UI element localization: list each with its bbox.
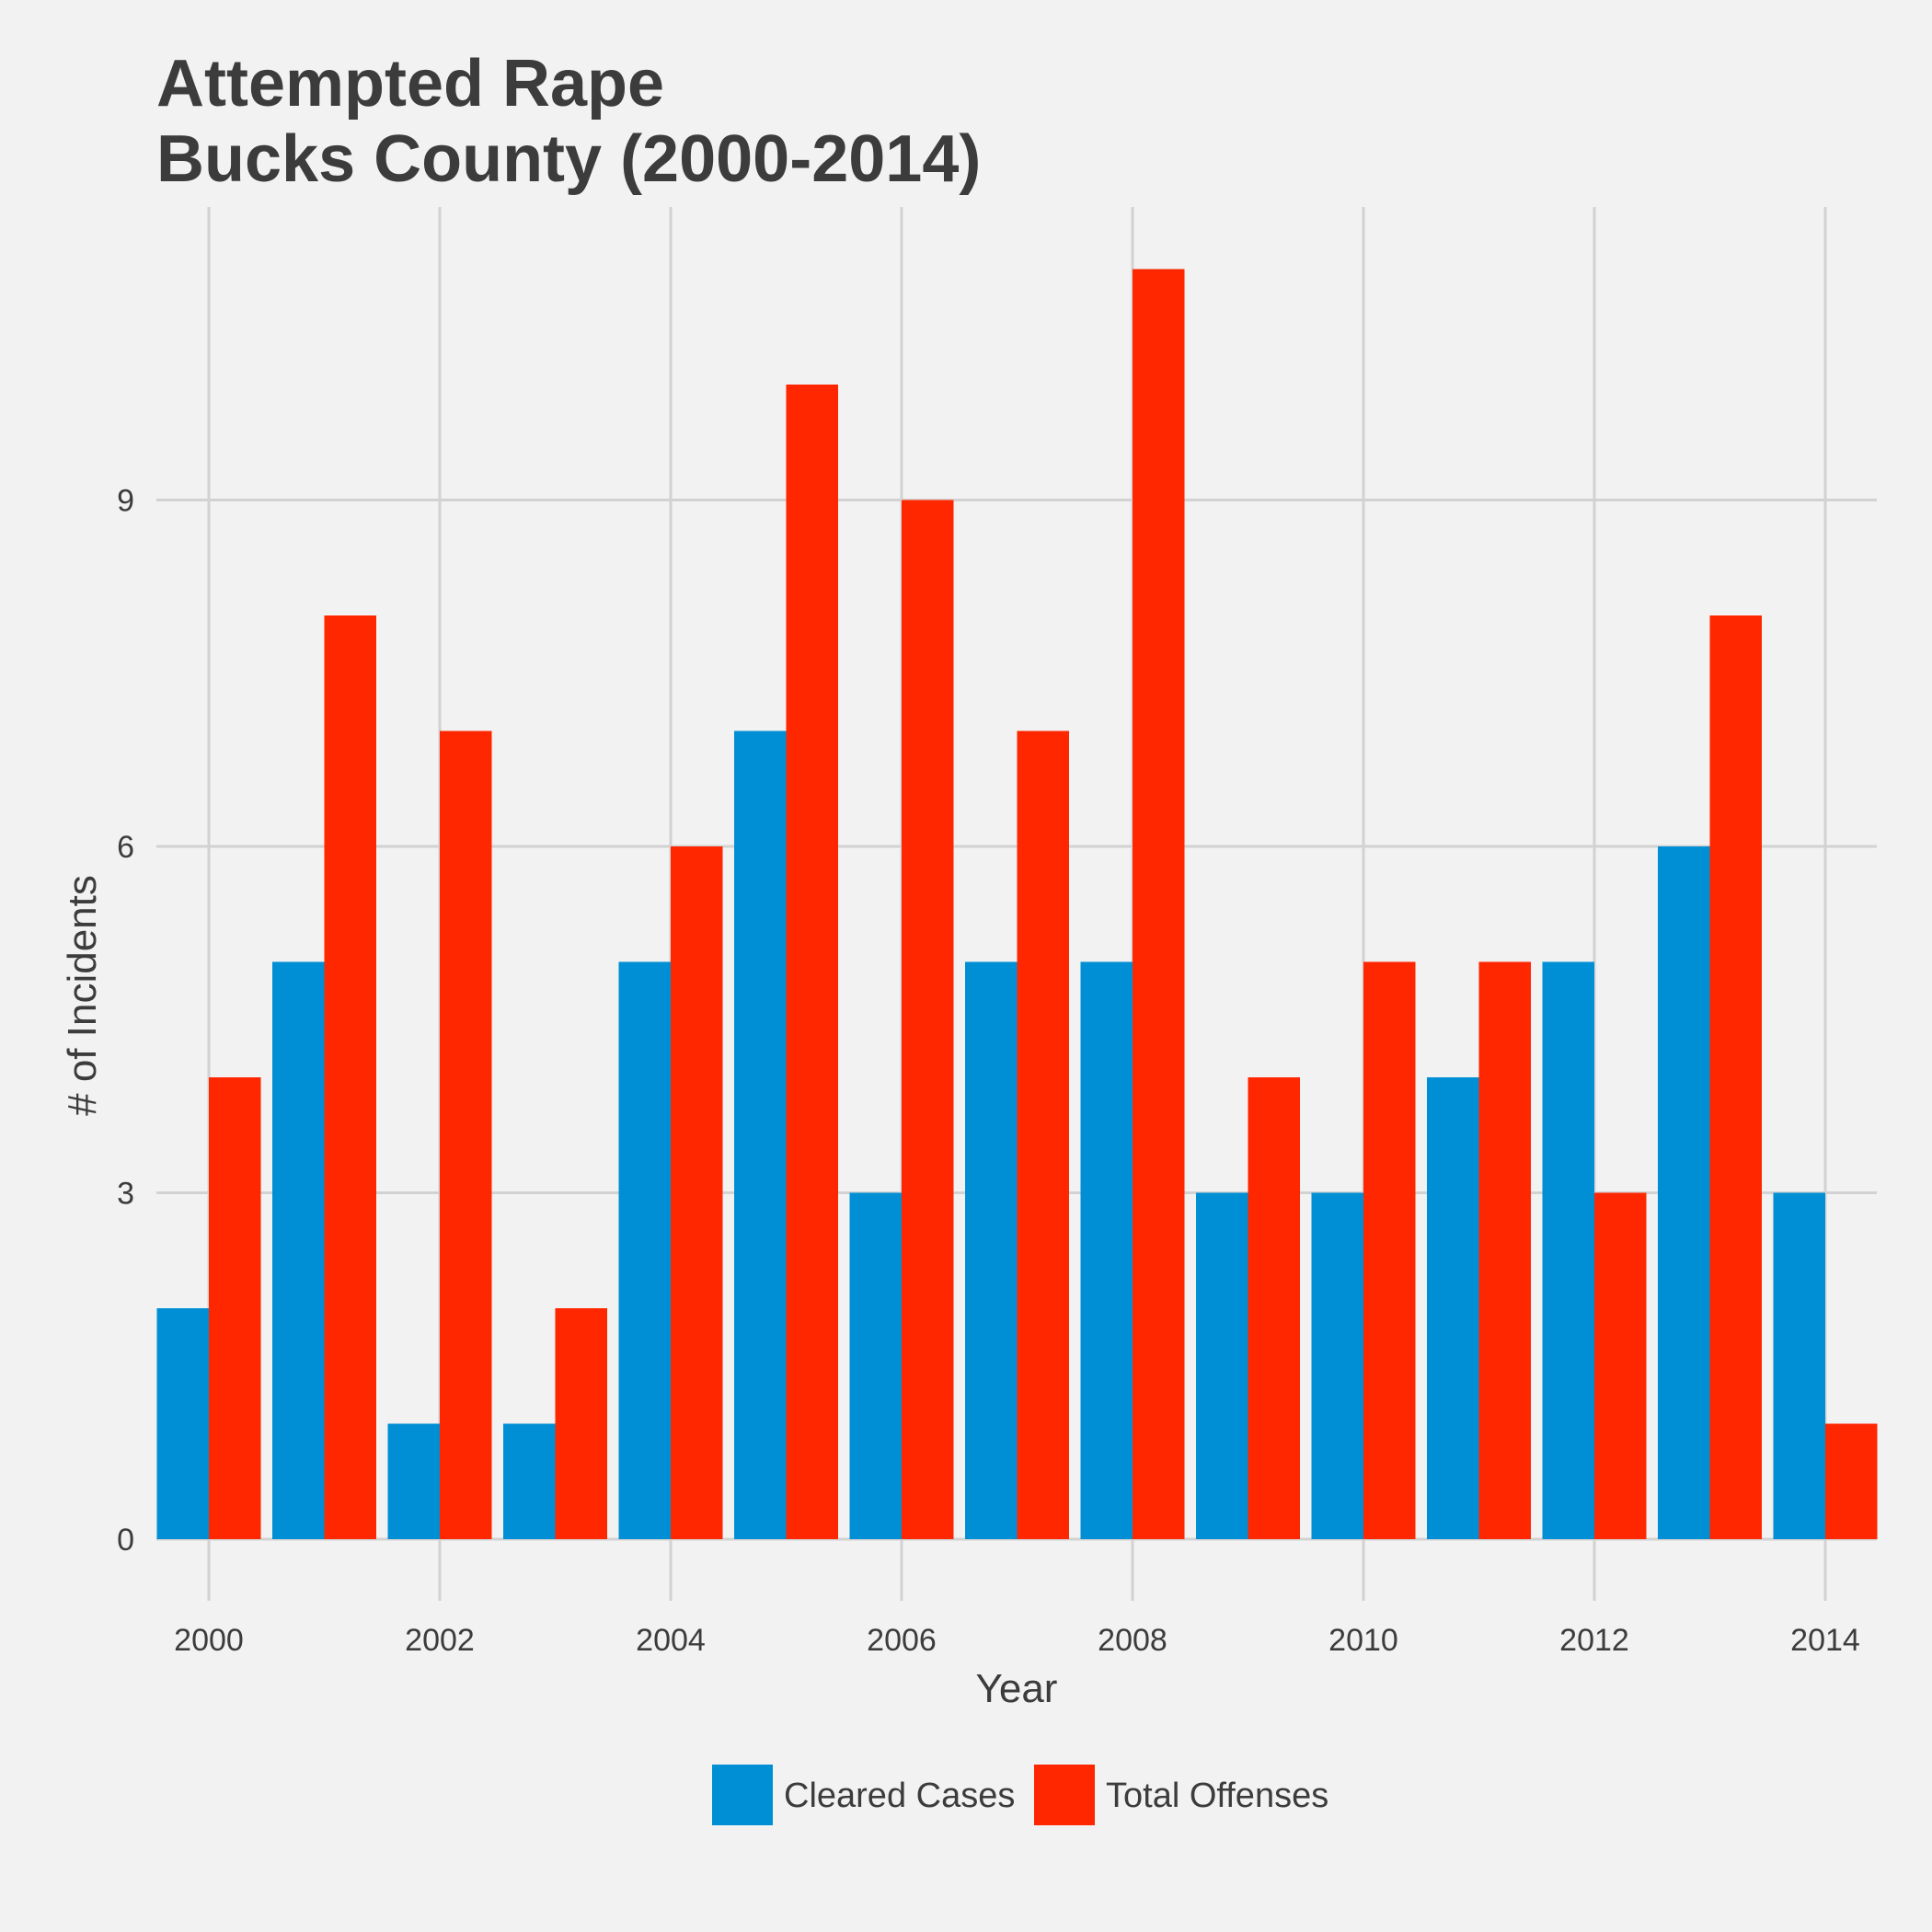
x-tick-label: 2002 (405, 1623, 475, 1658)
bar-cleared-cases-2001 (272, 961, 325, 1539)
bar-cleared-cases-2012 (1542, 961, 1594, 1539)
legend-swatch-cleared-cases (712, 1765, 773, 1825)
legend-label-total-offenses: Total Offenses (1106, 1777, 1328, 1815)
x-axis-ticks: 2000 2002 2004 2006 2008 2010 2012 2014 (174, 1623, 1860, 1658)
bar-cleared-cases-2005 (734, 730, 787, 1539)
x-tick-label: 2014 (1790, 1623, 1860, 1658)
bar-total-offenses-2007 (1017, 730, 1069, 1539)
bar-cleared-cases-2000 (156, 1308, 209, 1539)
legend-swatch-total-offenses (1034, 1765, 1095, 1825)
x-tick-label: 2012 (1559, 1623, 1629, 1658)
bar-total-offenses-2006 (902, 500, 954, 1539)
bar-total-offenses-2004 (671, 846, 723, 1539)
x-tick-label: 2008 (1098, 1623, 1167, 1658)
bar-cleared-cases-2006 (849, 1192, 902, 1539)
bar-cleared-cases-2002 (387, 1423, 440, 1539)
legend-label-cleared-cases: Cleared Cases (784, 1777, 1015, 1815)
bar-total-offenses-2003 (555, 1308, 607, 1539)
y-axis-ticks: 0 3 6 9 (117, 484, 134, 1558)
bar-total-offenses-2010 (1363, 961, 1416, 1539)
bar-total-offenses-2013 (1709, 615, 1762, 1539)
x-tick-label: 2006 (867, 1623, 937, 1658)
y-axis-label: # of Incidents (60, 875, 105, 1116)
x-tick-label: 2000 (174, 1623, 244, 1658)
bar-cleared-cases-2011 (1427, 1077, 1479, 1539)
bar-total-offenses-2001 (324, 615, 376, 1539)
x-tick-label: 2010 (1328, 1623, 1398, 1658)
y-tick-label: 3 (117, 1177, 134, 1212)
bars (156, 269, 1878, 1539)
bar-total-offenses-2002 (440, 730, 492, 1539)
bar-total-offenses-2011 (1478, 961, 1531, 1539)
bar-cleared-cases-2009 (1196, 1192, 1248, 1539)
x-axis-label: Year (976, 1666, 1058, 1711)
bar-total-offenses-2014 (1825, 1423, 1878, 1539)
legend: Cleared Cases Total Offenses (712, 1765, 1328, 1825)
bar-cleared-cases-2003 (503, 1423, 556, 1539)
y-tick-label: 0 (117, 1523, 134, 1558)
bar-cleared-cases-2007 (965, 961, 1018, 1539)
bar-total-offenses-2000 (209, 1077, 261, 1539)
chart-title-line-1: Attempted Rape (156, 47, 664, 121)
bar-cleared-cases-2004 (618, 961, 671, 1539)
bar-cleared-cases-2013 (1658, 846, 1710, 1539)
x-tick-label: 2004 (636, 1623, 706, 1658)
chart-title-line-2: Bucks County (2000-2014) (156, 122, 981, 196)
y-tick-label: 6 (117, 830, 134, 865)
bar-cleared-cases-2010 (1311, 1192, 1363, 1539)
bar-total-offenses-2012 (1594, 1192, 1647, 1539)
bar-cleared-cases-2008 (1080, 961, 1133, 1539)
bar-cleared-cases-2014 (1773, 1192, 1825, 1539)
bar-total-offenses-2005 (786, 385, 838, 1539)
y-tick-label: 9 (117, 484, 134, 519)
bar-total-offenses-2009 (1248, 1077, 1300, 1539)
chart-title: Attempted Rape Bucks County (2000-2014) (156, 47, 981, 196)
bar-total-offenses-2008 (1133, 269, 1185, 1539)
